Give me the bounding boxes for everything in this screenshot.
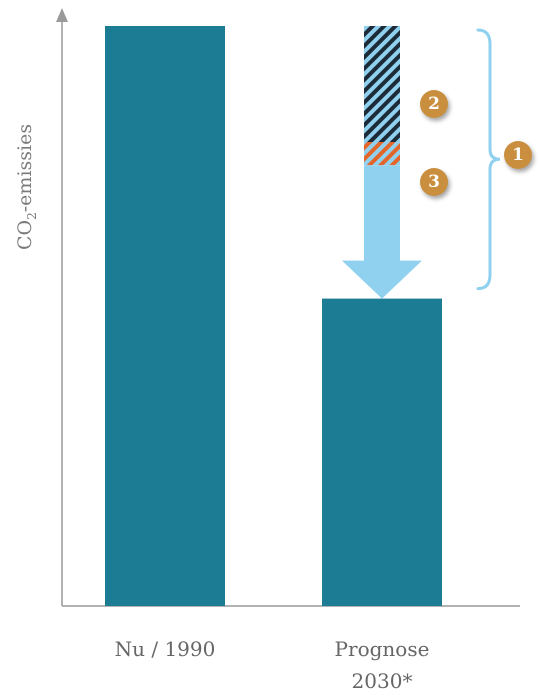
bar-prognose-2030 [322,298,442,606]
brace-group [476,28,501,291]
reduction-stack-group [342,26,422,299]
reduction-segment-3 [364,142,400,166]
range-brace [476,28,501,291]
x-tick-label-0: Nu / 1990 [114,637,216,661]
y-axis-arrowhead [56,8,68,22]
badge-3: 3 [420,168,448,196]
bar-nu-1990 [105,26,225,606]
y-axis-label: CO2-emissies [14,123,39,250]
badge-2: 2 [420,90,448,118]
bars-group [105,26,442,606]
x-tick-label-1: Prognose 2030* [334,637,430,693]
badge-1: 1 [504,141,532,169]
reduction-segment-2 [364,26,400,142]
reduction-arrow [342,165,422,299]
